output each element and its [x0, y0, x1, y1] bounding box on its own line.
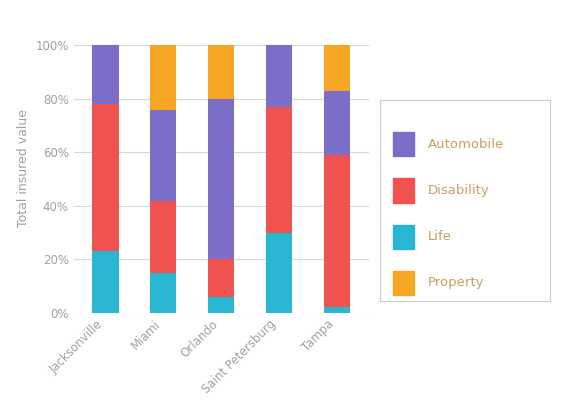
Bar [150, 200, 176, 273]
Bar [393, 132, 414, 156]
Bar [324, 91, 350, 155]
Bar [324, 45, 350, 91]
Text: Property: Property [428, 276, 484, 289]
Bar [324, 155, 350, 308]
Bar [92, 104, 119, 251]
Y-axis label: Total insured value: Total insured value [17, 109, 30, 227]
Bar [266, 107, 292, 233]
Bar [208, 297, 234, 313]
Bar [208, 45, 234, 99]
Text: Disability: Disability [428, 184, 489, 197]
Bar [393, 271, 414, 295]
Bar [208, 99, 234, 259]
Bar [266, 45, 292, 107]
Bar [393, 225, 414, 249]
Bar [393, 178, 414, 203]
Bar [150, 273, 176, 313]
Bar [92, 45, 119, 104]
Bar [208, 259, 234, 297]
Bar [150, 45, 176, 109]
Bar [324, 308, 350, 313]
Bar [150, 109, 176, 200]
Bar [266, 233, 292, 313]
Text: Automobile: Automobile [428, 138, 503, 151]
Text: Life: Life [428, 230, 451, 243]
Bar [92, 251, 119, 313]
